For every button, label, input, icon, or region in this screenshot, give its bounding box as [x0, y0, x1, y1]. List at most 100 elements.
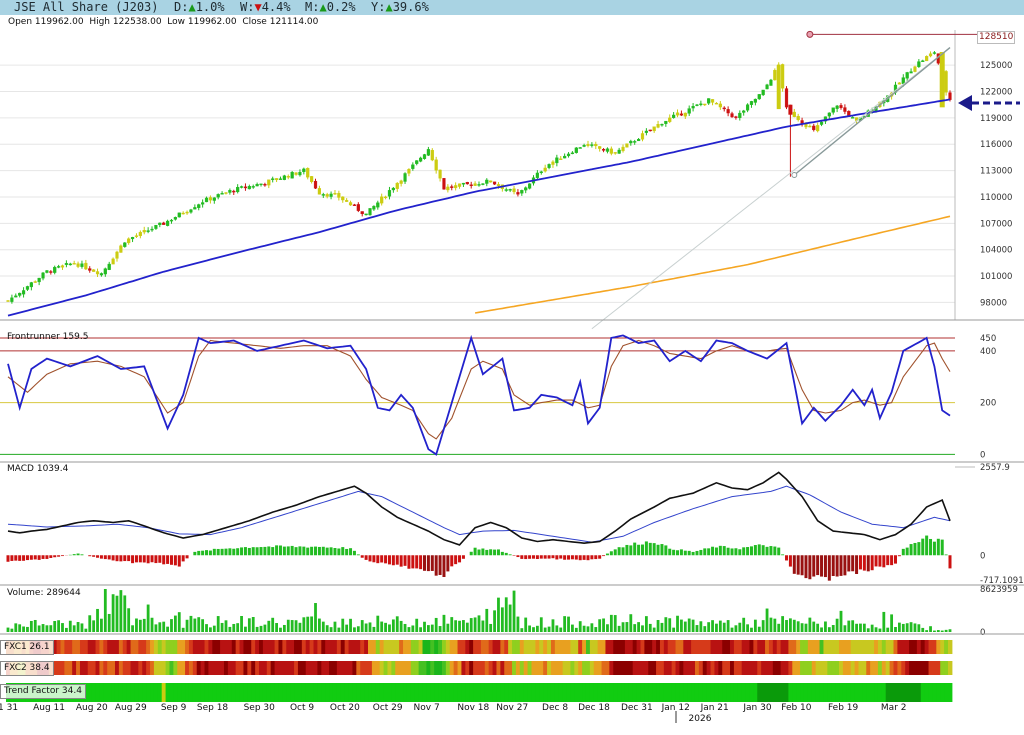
macd-hist-bar [742, 547, 746, 556]
fxc1-heat-cell [671, 640, 677, 654]
fxc1-heat-cell [858, 640, 863, 654]
fxc2-heat-cell [733, 661, 739, 675]
price-panel[interactable] [0, 30, 1024, 330]
trend-factor-cell [290, 683, 295, 702]
macd-hist-bar [458, 555, 462, 563]
trend-factor-cell [535, 683, 540, 702]
volume-bar [574, 627, 578, 632]
candle-body [267, 179, 271, 186]
trend-factor-cell [621, 683, 626, 702]
trend-factor-cell [679, 683, 684, 702]
fxc1-heat-cell [492, 640, 497, 654]
candle-body [60, 265, 65, 268]
macd-hist-bar [286, 546, 290, 556]
fxc2-heat-cell [737, 661, 743, 675]
candle-body [325, 194, 329, 197]
fxc2-heat-cell [282, 661, 287, 675]
fxc2-heat-cell [722, 661, 727, 675]
macd-hist-bar [574, 555, 578, 560]
macd-hist-bar [169, 555, 173, 565]
candle-body [99, 273, 104, 276]
volume-bar [469, 618, 473, 632]
fxc1-heat-cell [301, 640, 307, 654]
fxc1-heat-cell [243, 640, 248, 654]
volume-bar [446, 623, 450, 632]
volume-bar [866, 628, 870, 632]
candle-body [333, 193, 337, 195]
macd-hist-bar [551, 555, 555, 559]
fxc1-heat-cell [114, 640, 120, 654]
macd-hist-bar [851, 555, 855, 572]
fxc2-heat-cell [694, 661, 700, 675]
candle-body [629, 140, 633, 144]
macd-hist-bar [827, 555, 831, 581]
volume-panel[interactable]: 0 8623959 [0, 585, 1024, 638]
fxc1-heat-cell [772, 640, 778, 654]
fxc2-heat-cell [570, 661, 575, 675]
fxc1-heat-cell [356, 640, 361, 654]
candle-body [321, 194, 325, 196]
fxc1-heat-cell [819, 640, 824, 654]
fxc1-heat-cell [745, 640, 750, 654]
volume-bar [380, 621, 384, 632]
macd-hist-bar [874, 555, 878, 567]
fxc1-heat-cell [730, 640, 735, 654]
volume-bar [430, 624, 434, 632]
macd-hist-bar [820, 555, 824, 577]
macd-hist-bar [469, 551, 473, 556]
trend-factor-cell [582, 683, 587, 702]
macd-panel[interactable]: -717.1091 0 2557.9 [0, 463, 1024, 586]
macd-hist-bar [929, 538, 933, 556]
trend-factor-cell [403, 683, 408, 702]
candle-body [45, 270, 49, 273]
trend-factor-cell [169, 683, 174, 702]
macd-hist-bar [18, 555, 22, 561]
fxc1-heat-cell [169, 640, 174, 654]
macd-hist-bar [683, 550, 687, 556]
trend-factor-cell [434, 683, 439, 702]
macd-hist-bar [816, 555, 820, 576]
volume-bar [333, 621, 337, 632]
macd-hist-bar [664, 545, 668, 556]
macd-hist-bar [134, 555, 138, 563]
volume-bar [345, 624, 349, 632]
macd-hist-bar [866, 555, 870, 572]
candle-body [520, 190, 524, 194]
macd-hist-bar [368, 555, 372, 562]
fxc2-heat-cell [465, 661, 470, 675]
volume-bar [598, 619, 602, 632]
candle-body [134, 235, 139, 237]
fxc2-heat-cell [146, 661, 151, 675]
macd-hist-bar [387, 555, 391, 565]
frontrunner-panel[interactable]: 0 200 400 450 [0, 334, 1024, 463]
candle-body [107, 263, 111, 270]
fxc2-heat-cell [839, 661, 844, 675]
high-marker [806, 30, 814, 38]
volume-title: Volume: 289644 [7, 588, 81, 598]
trend-factor-cell [687, 683, 692, 702]
fxc2-heat-cell [768, 661, 774, 675]
day-change: D:▲1.0% [174, 0, 225, 14]
macd-hist-bar [555, 555, 559, 560]
volume-bar [722, 622, 726, 632]
macd-hist-bar [520, 555, 524, 559]
fxc1-heat-cell [800, 640, 805, 654]
candle-body [745, 104, 750, 111]
fxc2-heat-cell [153, 661, 159, 675]
fxc2-heat-cell [784, 661, 789, 675]
fxc2-heat-cell [519, 661, 525, 675]
x-year-label: 2026 [689, 714, 712, 724]
trend-factor-cell [928, 683, 933, 702]
last-price-label: 128510 [977, 31, 1016, 44]
trend-factor-cell [375, 683, 381, 702]
candle-body [477, 184, 481, 186]
macd-hist-bar [726, 547, 730, 556]
macd-hist-bar [621, 547, 625, 556]
fxc2-heat-cell [68, 661, 73, 675]
candle-body [259, 183, 263, 186]
candle-body [197, 204, 201, 208]
chart-canvas[interactable]: 98000 101000 104000 107000 110000 113000 11600… [0, 15, 1024, 735]
trend-factor-cell [889, 683, 895, 702]
macd-hist-bar [940, 539, 944, 556]
candle-body [897, 82, 901, 85]
